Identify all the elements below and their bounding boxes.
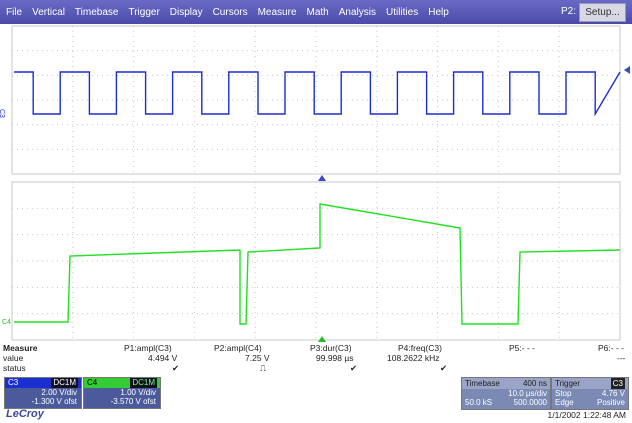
menu-display[interactable]: Display bbox=[169, 6, 203, 18]
menu-vertical[interactable]: Vertical bbox=[32, 6, 65, 18]
trigger-slope: Positive bbox=[596, 398, 625, 407]
menu-math[interactable]: Math bbox=[306, 6, 329, 18]
timebase-samples: 50.0 kS bbox=[465, 398, 493, 407]
c4-channel-label: C4 bbox=[87, 378, 98, 387]
c3-channel-box[interactable]: C3 DC1M 2.00 V/div -1.300 V ofst bbox=[4, 377, 82, 409]
p1-value: 4.494 V bbox=[148, 353, 178, 363]
trigger-type: Edge bbox=[555, 398, 574, 407]
p1-name: P1:ampl(C3) bbox=[124, 343, 172, 353]
p1-status: ✔ bbox=[172, 363, 180, 373]
menu-bar: File Vertical Timebase Trigger Display Cursor… bbox=[0, 0, 632, 24]
setup-button[interactable]: Setup... bbox=[579, 3, 626, 22]
c3-trace-label: C3 bbox=[0, 109, 5, 118]
p5-name: P5:- - - bbox=[509, 343, 535, 353]
menu-timebase[interactable]: Timebase bbox=[74, 6, 119, 18]
c3-vdiv: 2.00 V/div bbox=[41, 388, 77, 397]
menu-analysis[interactable]: Analysis bbox=[338, 6, 376, 18]
p2-value: 7.25 V bbox=[245, 353, 270, 363]
brand-logo: LeCroy bbox=[6, 408, 44, 420]
p3-value: 99.998 µs bbox=[316, 353, 354, 363]
c3-channel-label: C3 bbox=[8, 378, 19, 387]
c4-offset: -3.570 V ofst bbox=[110, 397, 156, 406]
p3-name: P3:dur(C3) bbox=[310, 343, 352, 353]
measurement-table: Measure value status P1:ampl(C3) 4.494 V… bbox=[0, 343, 632, 377]
c4-marker bbox=[318, 336, 326, 342]
trigger-box[interactable]: Trigger C3 Stop 4.76 V Edge Positive bbox=[551, 377, 629, 410]
grid-c3 bbox=[11, 25, 621, 175]
menu-trigger[interactable]: Trigger bbox=[128, 6, 160, 18]
p6-value: --- bbox=[617, 353, 626, 363]
timebase-label: Timebase bbox=[465, 379, 500, 388]
timebase-box[interactable]: Timebase 400 ns 10.0 µs/div 50.0 kS 500.00… bbox=[461, 377, 551, 410]
p6-name: P6:- - - bbox=[598, 343, 624, 353]
date-time: 1/1/2002 1:22:48 AM bbox=[547, 410, 626, 420]
c4-channel-box[interactable]: C4 DC1M 1.00 V/div -3.570 V ofst bbox=[83, 377, 161, 409]
trigger-level-marker bbox=[624, 66, 630, 74]
c4-trace-label: C4 bbox=[2, 319, 11, 326]
p2-name: P2:ampl(C4) bbox=[214, 343, 262, 353]
trigger-mode: Stop bbox=[555, 389, 572, 398]
measure-title: Measure bbox=[3, 343, 38, 353]
value-label: value bbox=[3, 353, 24, 363]
timebase-rate: 500.0000 bbox=[513, 398, 547, 407]
menu-cursors[interactable]: Cursors bbox=[212, 6, 248, 18]
c4-coupling: DC1M bbox=[130, 378, 157, 388]
c3-coupling: DC1M bbox=[51, 378, 78, 388]
trigger-channel: C3 bbox=[610, 378, 625, 389]
p4-status: ✔ bbox=[440, 363, 448, 373]
c3-offset: -1.300 V ofst bbox=[31, 397, 77, 406]
p4-name: P4:freq(C3) bbox=[398, 343, 442, 353]
status-label: status bbox=[3, 363, 26, 373]
menu-file[interactable]: File bbox=[6, 6, 23, 18]
menu-utilities[interactable]: Utilities bbox=[385, 6, 419, 18]
c4-trace bbox=[14, 203, 621, 325]
menu-measure[interactable]: Measure bbox=[257, 6, 297, 18]
trigger-label: Trigger bbox=[555, 379, 581, 388]
page-indicator: P2: bbox=[560, 6, 576, 17]
c3-trace bbox=[14, 71, 621, 117]
p4-value: 108.2622 kHz bbox=[387, 353, 440, 363]
menu-help[interactable]: Help bbox=[428, 6, 449, 18]
grid-c4 bbox=[11, 181, 621, 341]
p2-status: ⎍ bbox=[260, 363, 266, 373]
timebase-delay: 400 ns bbox=[522, 379, 547, 388]
timebase-tdiv: 10.0 µs/div bbox=[508, 389, 547, 398]
c4-vdiv: 1.00 V/div bbox=[120, 388, 156, 397]
trigger-position-marker bbox=[318, 175, 326, 181]
waveform-display: C3 C4 bbox=[0, 25, 630, 342]
trigger-level: 4.76 V bbox=[601, 389, 625, 398]
p3-status: ✔ bbox=[350, 363, 358, 373]
